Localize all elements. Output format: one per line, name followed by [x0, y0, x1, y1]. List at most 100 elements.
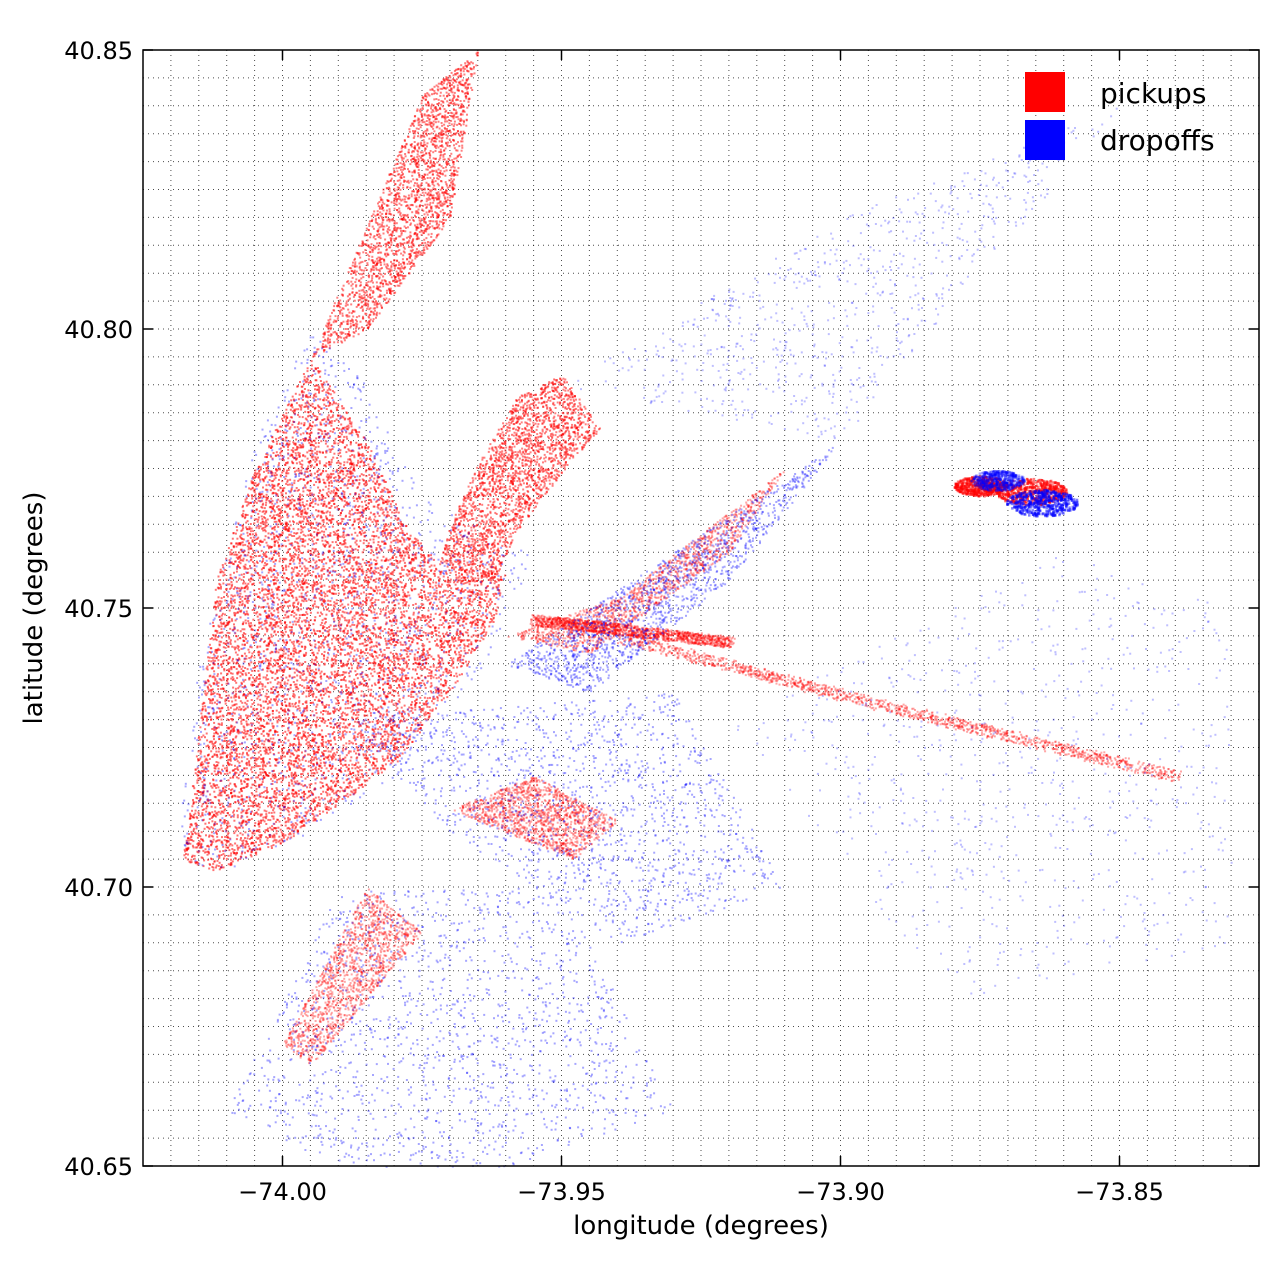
- pickups-point: [428, 672, 431, 675]
- pickups-point: [293, 467, 296, 469]
- pickups-point: [378, 720, 381, 723]
- pickups-point: [450, 664, 453, 667]
- pickups-point: [358, 643, 361, 646]
- pickups-point: [396, 585, 399, 588]
- pickups-point: [237, 708, 240, 711]
- pickups-point: [229, 639, 232, 642]
- pickups-point: [264, 588, 267, 591]
- pickups-point: [356, 549, 359, 552]
- pickups-point: [200, 770, 203, 772]
- pickups-point: [411, 584, 414, 587]
- pickups-point: [410, 726, 413, 729]
- pickups-point: [303, 558, 306, 561]
- pickups-point: [271, 499, 274, 502]
- pickups-point: [437, 655, 440, 658]
- pickups-point: [204, 708, 207, 711]
- pickups-point: [253, 473, 256, 476]
- pickups-point: [290, 771, 293, 774]
- pickups-point: [315, 723, 318, 726]
- pickups-point: [317, 528, 320, 531]
- pickups-point: [335, 530, 338, 533]
- pickups-point: [276, 703, 279, 706]
- pickups-point: [236, 846, 239, 849]
- pickups-point: [215, 761, 218, 763]
- pickups-point: [297, 398, 300, 401]
- pickups-point: [257, 629, 260, 632]
- pickups-point: [340, 517, 343, 520]
- pickups-point: [323, 430, 326, 432]
- pickups-point: [251, 801, 254, 804]
- pickups-point: [202, 794, 205, 797]
- pickups-point: [257, 813, 259, 816]
- pickups-point: [466, 590, 469, 593]
- pickups-point: [238, 846, 241, 849]
- pickups-point: [271, 725, 274, 728]
- pickups-point: [248, 526, 251, 529]
- pickups-point: [346, 437, 349, 440]
- pickups-point: [244, 498, 247, 501]
- pickups-point: [183, 854, 186, 857]
- pickups-point: [300, 722, 303, 725]
- pickups-point: [253, 641, 255, 644]
- pickups-point: [423, 684, 426, 687]
- pickups-point: [463, 643, 466, 646]
- pickups-point: [396, 725, 398, 728]
- pickups-point: [343, 435, 346, 438]
- pickups-point: [231, 659, 234, 662]
- pickups-point: [304, 634, 307, 637]
- pickups-point: [284, 662, 287, 665]
- pickups-point: [325, 380, 328, 383]
- pickups-point: [453, 616, 456, 619]
- pickups-point: [336, 602, 338, 605]
- pickups-point: [200, 793, 203, 796]
- pickups-point: [264, 750, 267, 753]
- pickups-point: [360, 460, 363, 463]
- pickups-point: [434, 591, 437, 594]
- pickups-point: [364, 470, 367, 473]
- pickups-point: [269, 737, 272, 740]
- pickups-point: [470, 643, 473, 646]
- pickups-point: [383, 596, 386, 599]
- pickups-point: [337, 529, 340, 532]
- pickups-point: [354, 583, 357, 585]
- pickups-point: [457, 612, 460, 615]
- pickups-point: [241, 643, 244, 646]
- pickups-point: [344, 597, 347, 600]
- pickups-point: [292, 655, 295, 658]
- pickups-point: [337, 623, 340, 626]
- pickups-point: [298, 696, 301, 699]
- pickups-point: [298, 588, 301, 591]
- pickups-point: [400, 527, 403, 530]
- pickups-point: [283, 641, 286, 644]
- pickups-point: [225, 846, 228, 849]
- pickups-point: [340, 738, 342, 741]
- pickups-point: [328, 482, 331, 484]
- pickups-point: [214, 588, 217, 591]
- pickups-point: [405, 601, 408, 604]
- pickups-point: [259, 522, 262, 525]
- pickups-point: [205, 810, 208, 813]
- pickups-point: [220, 640, 223, 643]
- pickups-point: [330, 420, 333, 423]
- pickups-point: [446, 565, 449, 568]
- pickups-point: [324, 456, 327, 459]
- pickups-point: [430, 684, 433, 687]
- pickups-point: [299, 537, 302, 540]
- pickups-point: [341, 714, 344, 717]
- pickups-point: [221, 830, 224, 832]
- pickups-point: [302, 589, 305, 591]
- pickups-point: [403, 742, 406, 745]
- pickups-point: [297, 728, 300, 731]
- pickups-point: [304, 614, 306, 616]
- pickups-point: [234, 614, 236, 617]
- pickups-point: [198, 846, 201, 849]
- pickups-point: [270, 497, 273, 500]
- pickups-point: [449, 571, 452, 574]
- pickups-point: [408, 646, 410, 649]
- pickups-point: [263, 554, 265, 557]
- pickups-point: [338, 547, 341, 550]
- pickups-point: [470, 604, 473, 607]
- pickups-point: [297, 687, 300, 690]
- pickups-point: [458, 673, 461, 676]
- pickups-point: [215, 652, 218, 654]
